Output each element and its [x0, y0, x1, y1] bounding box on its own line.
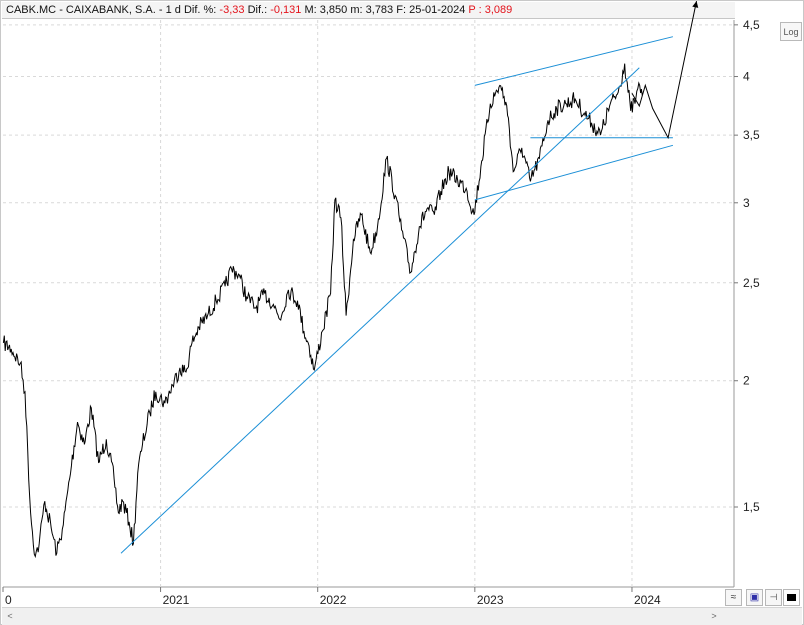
scroll-right-arrow-icon[interactable]: >: [711, 611, 717, 621]
symbol-separator: -: [59, 4, 63, 16]
color-swatch-icon[interactable]: [783, 589, 800, 606]
y-tick-label: 3: [743, 196, 750, 210]
dif-value: -0,131: [270, 4, 302, 16]
min-value: 3,783: [365, 4, 394, 16]
price-chart[interactable]: 4,5 4 3,5 3 2,5 2 1,5 0 2021 2022 2023 2024: [1, 1, 804, 607]
name-dash: -: [158, 4, 163, 16]
min-label: m:: [350, 4, 363, 16]
channel-upper-line: [474, 36, 674, 86]
horizontal-scrollbar[interactable]: < >: [2, 607, 802, 625]
max-label: M:: [304, 4, 317, 16]
pin-icon[interactable]: ⊣: [765, 589, 782, 606]
y-tick-label: 2: [743, 374, 750, 388]
dif-pct-label: Dif. %:: [183, 4, 217, 16]
save-icon[interactable]: ▣: [746, 589, 763, 606]
projection-path: [631, 1, 697, 140]
channel-lower-line: [474, 144, 674, 201]
period: 1 d: [165, 4, 181, 16]
x-tick-label: 2023: [477, 593, 504, 607]
price-label: P :: [468, 4, 482, 16]
x-tick-label: 0: [5, 593, 12, 607]
y-tick-label: 3,5: [743, 128, 760, 142]
company-name: CAIXABANK, S.A.: [65, 4, 156, 16]
x-tick-label: 2024: [634, 593, 661, 607]
x-tick-label: 2021: [163, 593, 190, 607]
projection-arrowhead: [692, 1, 699, 8]
log-scale-button[interactable]: Log: [780, 22, 802, 41]
price-series-line: [2, 63, 643, 559]
y-tick-label: 4,5: [743, 18, 760, 32]
dif-pct-value: -3,33: [219, 4, 245, 16]
symbol: CABK.MC: [6, 4, 57, 16]
x-tick-label: 2022: [320, 593, 347, 607]
date-value: 25-01-2024: [409, 4, 466, 16]
y-tick-label: 2,5: [743, 276, 760, 290]
chart-header: CABK.MC - CAIXABANK, S.A. - 1 d Dif. %: …: [2, 2, 735, 19]
dif-label: Dif.:: [247, 4, 268, 16]
wave-icon[interactable]: ≈: [725, 589, 742, 606]
y-tick-label: 4: [743, 70, 750, 84]
y-tick-label: 1,5: [743, 500, 760, 514]
scroll-left-arrow-icon[interactable]: <: [7, 611, 13, 621]
support-trendline: [120, 67, 640, 554]
max-value: 3,850: [319, 4, 348, 16]
price-value: 3,089: [484, 4, 513, 16]
date-label: F:: [396, 4, 407, 16]
